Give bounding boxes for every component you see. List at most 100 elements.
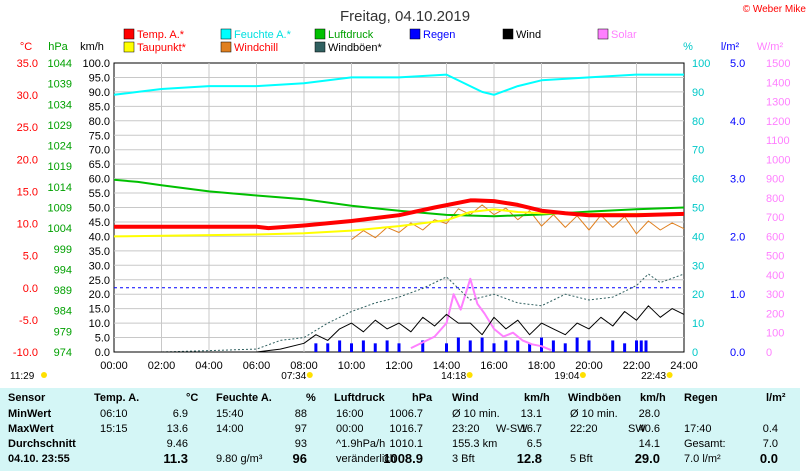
time-axis-tick: 20:00	[575, 360, 603, 372]
humidity-axis-tick: 90	[692, 87, 704, 99]
stats-cell-rain-desc: 17:40	[684, 423, 712, 435]
time-axis-tick: 14:00	[433, 360, 461, 372]
pressure-axis-tick: 1034	[48, 99, 72, 111]
wind-axis-tick: 15.0	[89, 304, 110, 316]
pressure-axis-tick: 989	[54, 285, 72, 297]
stats-cell-wind: 16.7	[520, 423, 542, 435]
rain-bar	[587, 340, 591, 352]
temp-axis-tick: 25.0	[17, 122, 38, 134]
pressure-axis-tick: 999	[54, 244, 72, 256]
temp-axis-tick: -10.0	[13, 347, 38, 359]
time-axis-tick: 06:00	[243, 360, 271, 372]
pressure-axis-tick: 1019	[48, 161, 72, 173]
stats-header-wind-unit: km/h	[524, 392, 550, 404]
sun-marker-time: 22:43	[641, 371, 666, 382]
stats-cell-hum-time: 15:40	[216, 408, 244, 420]
rain-bar	[468, 340, 472, 352]
rain-bar	[623, 343, 627, 352]
sun-icon	[666, 372, 673, 378]
sun-marker-time: 11:29	[10, 371, 35, 382]
wind-axis-tick: 45.0	[89, 217, 110, 229]
weather-chart: Freitag, 04.10.2019 © Weber Mike Temp. A…	[10, 4, 807, 382]
series-solar	[410, 277, 552, 352]
rain-bar	[611, 340, 615, 352]
axis-unit-pressure: hPa	[48, 41, 68, 53]
temp-axis-tick: 30.0	[17, 90, 38, 102]
rain-bar	[314, 343, 318, 352]
stats-cell-gust-desc: Ø 10 min.	[570, 408, 618, 420]
stats-cell-label: 04.10. 23:55	[8, 453, 70, 465]
stats-cell-wind: 13.1	[520, 408, 542, 420]
pressure-axis-tick: 1044	[48, 58, 72, 70]
wind-axis-tick: 90.0	[89, 87, 110, 99]
rain-axis-tick: 1.0	[730, 289, 745, 301]
series-temp-a	[114, 198, 685, 231]
stats-cell-hum: 97	[294, 423, 307, 435]
stats-cell-hum-time: 9.80 g/m³	[216, 453, 263, 465]
wind-axis-tick: 75.0	[89, 130, 110, 142]
time-axis-tick: 22:00	[623, 360, 651, 372]
solar-axis-tick: 600	[766, 231, 784, 243]
rain-axis-tick: 5.0	[730, 58, 745, 70]
solar-axis-tick: 800	[766, 193, 784, 205]
stats-cell-label: Durchschnitt	[8, 438, 76, 450]
rain-axis-tick: 4.0	[730, 116, 745, 128]
temp-axis-tick: 0.0	[23, 283, 38, 295]
stats-cell-rain: 0.0	[759, 451, 778, 466]
stats-header-rain-unit: l/m²	[766, 392, 786, 404]
stats-cell-press-time: veränderlich	[336, 453, 396, 465]
stats-cell-wind-desc: 3 Bft	[452, 453, 475, 465]
stats-cell-gust-desc: 5 Bft	[570, 453, 593, 465]
stats-cell-hum: 96	[292, 451, 307, 466]
time-axis-tick: 02:00	[148, 360, 176, 372]
humidity-axis-tick: 10	[692, 318, 704, 330]
wind-axis-tick: 30.0	[89, 260, 110, 272]
wind-axis-tick: 5.0	[95, 333, 110, 345]
stats-header-temp-unit: °C	[186, 392, 199, 404]
stats-cell-press: 1016.7	[389, 423, 423, 435]
series-layer	[113, 73, 685, 353]
rain-bar	[445, 343, 448, 352]
axis-unit-solar: W/m²	[757, 41, 784, 53]
solar-axis-tick: 100	[766, 328, 784, 340]
stats-cell-wind-dir: W-SW	[496, 423, 528, 435]
solar-axis-tick: 1200	[766, 116, 790, 128]
stats-cell-hum-time: 14:00	[216, 423, 244, 435]
stats-header-temp: Temp. A.	[94, 392, 140, 404]
wind-axis-tick: 35.0	[89, 246, 110, 258]
sun-icon	[306, 372, 313, 378]
stats-cell-gust-dir: SW	[628, 423, 646, 435]
stats-header-press-unit: hPa	[412, 392, 433, 404]
rain-axis-tick: 0.0	[730, 347, 745, 359]
stats-cell-hum: 93	[294, 438, 307, 450]
solar-axis-tick: 300	[766, 289, 784, 301]
rain-axis-tick: 2.0	[730, 231, 745, 243]
stats-cell-temp-time: 06:10	[100, 408, 128, 420]
credit-label: © Weber Mike	[743, 4, 807, 15]
stats-cell-temp-time: 15:15	[100, 423, 128, 435]
pressure-axis-tick: 979	[54, 326, 72, 338]
rain-bar	[563, 343, 567, 352]
humidity-axis-tick: 60	[692, 174, 704, 186]
stats-cell-temp: 11.3	[163, 451, 188, 466]
temp-axis-tick: 15.0	[17, 186, 38, 198]
rain-bar	[373, 343, 377, 352]
legend-label: Feuchte A.*	[234, 29, 292, 41]
humidity-axis-tick: 50	[692, 203, 704, 215]
sun-icon	[579, 372, 586, 378]
stats-cell-rain: 7.0	[762, 438, 778, 450]
temp-axis-tick: 20.0	[17, 154, 38, 166]
solar-axis-tick: 200	[766, 308, 784, 320]
rain-bar	[551, 340, 555, 352]
pressure-axis-tick: 1004	[48, 223, 72, 235]
rain-bar	[492, 343, 496, 352]
stats-cell-rain-desc: Gesamt:	[684, 438, 726, 450]
stats-cell-wind: 12.8	[516, 451, 542, 466]
rain-bar	[350, 343, 353, 352]
temp-axis-tick: 10.0	[17, 219, 38, 231]
axis-unit-wind: km/h	[80, 41, 104, 53]
stats-cell-temp: 9.46	[166, 438, 188, 450]
series-luftdruck	[113, 178, 685, 218]
solar-axis-tick: 500	[766, 251, 784, 263]
axis-unit-labels: °C hPa km/h% l/m² W/m²	[20, 41, 784, 53]
